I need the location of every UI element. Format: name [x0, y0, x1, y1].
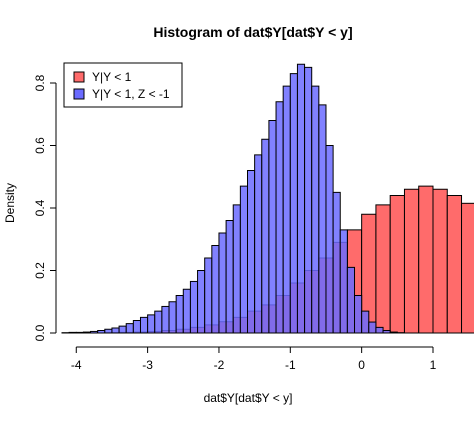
bar-blue-39 [339, 229, 348, 334]
bar-blue-44 [375, 326, 384, 334]
bar-blue-22 [218, 232, 227, 334]
bar-red-21 [375, 204, 391, 334]
x-tick-label-3: -1 [285, 358, 296, 372]
bar-blue-4 [90, 330, 99, 334]
y-tick-label-0: 0.0 [33, 324, 47, 341]
bar-blue-11 [139, 316, 149, 334]
bar-blue-32 [289, 73, 298, 334]
bar-blue-7 [111, 327, 120, 334]
bar-blue-9 [125, 323, 134, 334]
x-tick-label-2: -2 [214, 358, 225, 372]
bar-blue-40 [346, 266, 356, 334]
legend-swatch-1 [73, 88, 85, 100]
bar-blue-21 [211, 245, 220, 334]
legend: Y|Y < 1 Y|Y < 1, Z < -1 [63, 62, 183, 108]
bar-blue-28 [261, 138, 270, 334]
bar-blue-2 [75, 331, 84, 334]
bar-blue-16 [175, 295, 184, 334]
x-tick-label-1: -3 [142, 358, 153, 372]
bar-blue-29 [268, 120, 277, 334]
bar-blue-14 [161, 305, 170, 334]
bar-blue-10 [132, 320, 141, 334]
bar-blue-34 [304, 66, 313, 334]
bar-red-24 [418, 185, 434, 334]
y-tick-label-1: 0.2 [33, 262, 47, 279]
bar-blue-27 [254, 154, 263, 334]
bar-blue-13 [154, 310, 163, 334]
bar-red-26 [446, 195, 463, 334]
bar-blue-45 [382, 330, 391, 334]
bar-blue-20 [204, 257, 213, 334]
bar-blue-18 [189, 280, 199, 334]
bar-blue-43 [368, 321, 377, 334]
legend-label-0: Y|Y < 1 [92, 70, 132, 84]
series-y-given-y-lt-1-z-lt-neg1-bars [61, 63, 405, 334]
axes: -4 -3 -2 -1 0 1 0.0 0.2 0.4 0.6 0.8 [33, 74, 437, 372]
bar-blue-30 [275, 101, 284, 334]
bar-blue-6 [104, 328, 113, 334]
bar-blue-46 [389, 331, 398, 334]
bar-blue-12 [147, 314, 156, 334]
bar-blue-24 [232, 204, 241, 334]
legend-box [63, 62, 183, 108]
bar-blue-25 [239, 185, 249, 334]
bar-blue-15 [168, 301, 177, 334]
chart-title: Histogram of dat$Y[dat$Y < y] [153, 24, 352, 40]
y-tick-label-2: 0.4 [33, 199, 47, 216]
y-tick-label-4: 0.8 [33, 74, 47, 91]
bar-red-25 [432, 188, 448, 334]
bar-blue-31 [282, 85, 291, 334]
bar-blue-1 [68, 331, 77, 334]
bar-blue-37 [325, 145, 334, 334]
bar-blue-36 [318, 104, 327, 334]
legend-label-1: Y|Y < 1, Z < -1 [92, 87, 170, 101]
bar-blue-41 [354, 295, 363, 334]
x-tick-label-0: -4 [71, 358, 82, 372]
bar-blue-19 [197, 270, 206, 334]
bar-blue-42 [361, 310, 370, 334]
y-tick-label-3: 0.6 [33, 137, 47, 154]
bar-red-27 [461, 202, 474, 334]
bar-blue-35 [311, 85, 320, 334]
bar-blue-8 [118, 325, 127, 334]
bar-blue-17 [182, 288, 191, 334]
x-tick-label-5: 1 [430, 358, 437, 372]
bar-blue-23 [225, 220, 234, 334]
bar-blue-3 [82, 331, 92, 334]
x-axis-label: dat$Y[dat$Y < y] [204, 391, 293, 405]
x-tick-label-4: 0 [358, 358, 365, 372]
bar-blue-26 [247, 170, 256, 334]
bar-blue-5 [97, 330, 106, 334]
y-axis-label: Density [3, 183, 17, 223]
legend-swatch-0 [73, 71, 85, 83]
bar-blue-38 [332, 191, 341, 334]
bar-blue-33 [296, 63, 306, 334]
bar-red-23 [403, 188, 420, 334]
bar-red-22 [389, 195, 405, 334]
